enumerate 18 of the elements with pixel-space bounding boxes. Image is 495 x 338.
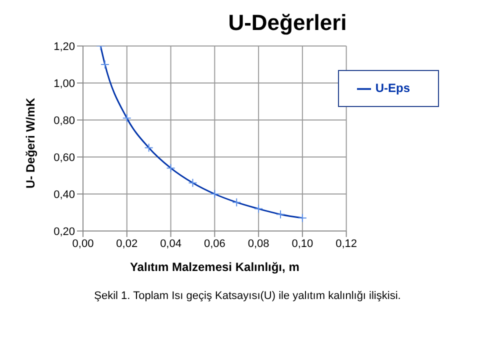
x-tick-label: 0,08 (248, 238, 270, 250)
x-tick-label: 0,06 (204, 238, 226, 250)
chart-title: U-Değerleri (227, 9, 348, 37)
y-tick-label: 0,40 (54, 188, 75, 201)
x-axis-title: Yalıtım Malzemesi Kalınlığı, m (130, 260, 300, 274)
y-tick-label: 0,20 (54, 226, 75, 238)
x-tick-label: 0,00 (72, 238, 94, 250)
y-tick-label: 0,80 (54, 114, 75, 127)
x-tick-label: 0,04 (160, 238, 182, 250)
x-tick-label: 0,02 (116, 238, 138, 250)
x-tick-label: 0,10 (292, 238, 314, 250)
legend-label: U-Eps (375, 81, 410, 95)
y-tick-label: 0,60 (54, 152, 75, 164)
y-tick-label: 1,20 (54, 40, 75, 53)
y-tick-label: 1,00 (54, 78, 75, 90)
y-axis-title: U- Değeri W/mK (23, 97, 38, 188)
x-tick-label: 0,12 (336, 238, 358, 250)
text: Şekil 1. Toplam Isı geçiş Katsayısı(U) ile yalıtım kalınlığı ilişkisi. (93, 290, 402, 302)
